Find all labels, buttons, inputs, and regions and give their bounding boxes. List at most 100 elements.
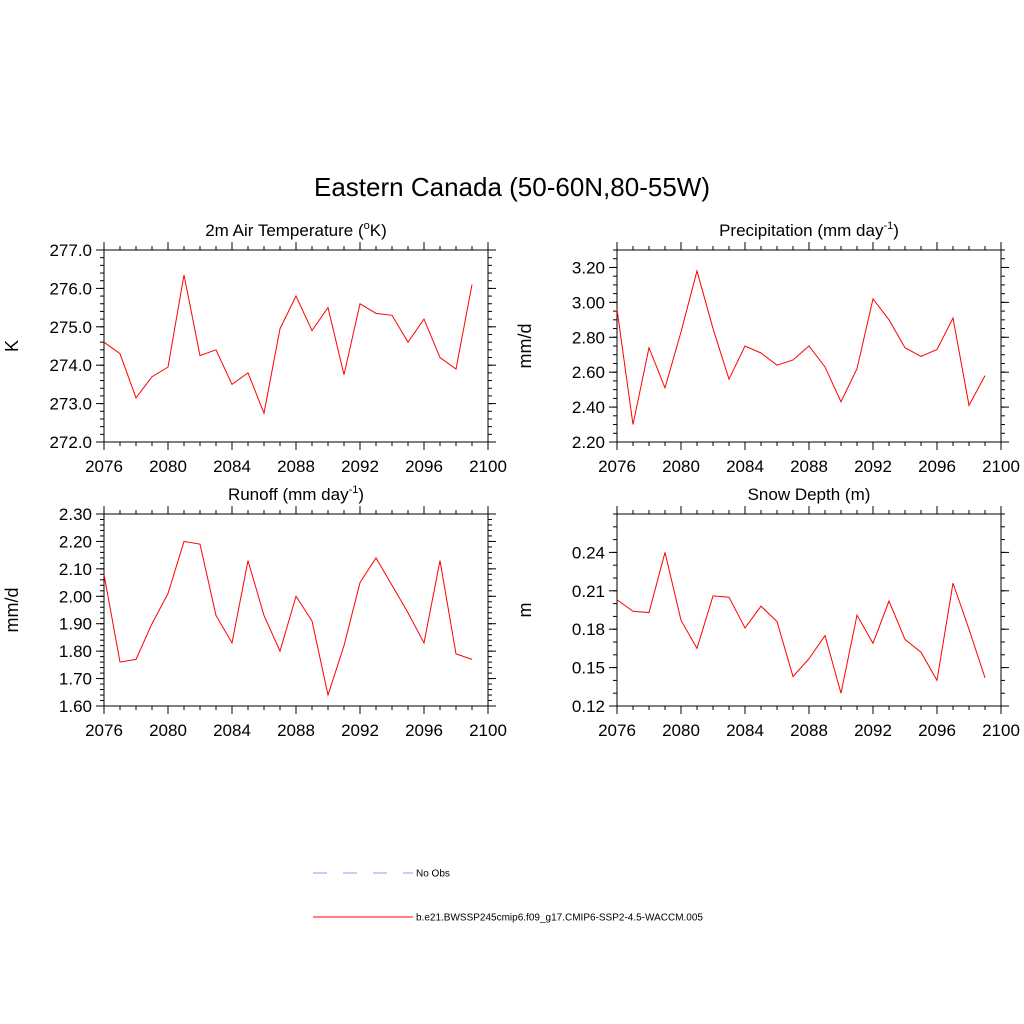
data-point	[439, 356, 441, 358]
data-point	[151, 623, 153, 625]
data-point	[952, 317, 954, 319]
data-point	[167, 592, 169, 594]
panels: 2076 2080 2084 2088 2092 2096 2100 272.0 273.0 27…	[2, 220, 1020, 740]
x-tick-label: 2100	[469, 721, 507, 740]
data-point	[968, 404, 970, 406]
x-tick-label: 2100	[469, 457, 507, 476]
data-point	[680, 619, 682, 621]
data-point	[167, 366, 169, 368]
data-point	[439, 559, 441, 561]
x-tick-label: 2076	[598, 721, 636, 740]
main-title: Eastern Canada (50-60N,80-55W)	[314, 172, 710, 202]
data-point	[712, 327, 714, 329]
legend: No Obs b.e21.BWSSP245cmip6.f09_g17.CMIP6…	[313, 869, 703, 924]
data-point	[792, 675, 794, 677]
x-tick-label: 2080	[662, 457, 700, 476]
data-point	[760, 352, 762, 354]
panel-title-post: K)	[370, 221, 387, 240]
x-tick-label: 2084	[726, 457, 764, 476]
series-line	[616, 552, 986, 694]
data-point	[391, 314, 393, 316]
data-point	[103, 341, 105, 343]
data-point	[199, 354, 201, 356]
data-point	[311, 329, 313, 331]
data-point	[423, 642, 425, 644]
y-tick-label: 2.20	[59, 532, 92, 551]
y-tick-label: 275.0	[49, 318, 92, 337]
data-point	[664, 551, 666, 553]
y-tick-label: 2.60	[572, 363, 605, 382]
data-point	[824, 634, 826, 636]
data-point	[231, 383, 233, 385]
y-tick-label: 2.30	[59, 505, 92, 524]
data-point	[984, 374, 986, 376]
panel-title-sup: o	[364, 220, 370, 232]
y-axis-label: mm/d	[515, 324, 535, 369]
series-line	[103, 274, 473, 415]
data-point	[616, 599, 618, 601]
y-tick-label: 277.0	[49, 241, 92, 260]
data-point	[183, 540, 185, 542]
x-tick-label: 2080	[662, 721, 700, 740]
panel-3: 2076 2080 2084 2088 2092 2096 2100 1.60 1.70 1.80…	[2, 484, 507, 740]
panel-title-main: Runoff (mm day	[228, 485, 349, 504]
panel-title-sup: -1	[349, 484, 359, 496]
data-point	[215, 614, 217, 616]
x-tick-label: 2096	[405, 457, 443, 476]
data-point	[872, 642, 874, 644]
x-tick-label: 2084	[213, 457, 251, 476]
series-line	[616, 269, 986, 425]
data-point	[648, 347, 650, 349]
data-point	[840, 401, 842, 403]
data-point	[327, 694, 329, 696]
data-point	[119, 352, 121, 354]
data-point	[423, 318, 425, 320]
x-tick-label: 2084	[726, 721, 764, 740]
y-tick-label: 2.00	[59, 587, 92, 606]
y-tick-label: 0.15	[572, 659, 605, 678]
data-point	[359, 581, 361, 583]
y-tick-label: 0.12	[572, 697, 605, 716]
data-point	[760, 605, 762, 607]
x-tick-label: 2092	[854, 457, 892, 476]
data-point	[135, 658, 137, 660]
x-tick-label: 2076	[85, 457, 123, 476]
panel-1: 2076 2080 2084 2088 2092 2096 2100 272.0 273.0 27…	[2, 220, 507, 476]
data-point	[295, 295, 297, 297]
data-point	[375, 557, 377, 559]
data-point	[135, 397, 137, 399]
data-point	[936, 348, 938, 350]
y-tick-label: 2.10	[59, 560, 92, 579]
data-point	[263, 412, 265, 414]
x-tick-label: 2076	[598, 457, 636, 476]
data-point	[391, 584, 393, 586]
data-point	[904, 638, 906, 640]
legend-model-label: b.e21.BWSSP245cmip6.f09_g17.CMIP6-SSP2-4…	[416, 913, 703, 924]
y-tick-label: 276.0	[49, 279, 92, 298]
data-point	[776, 620, 778, 622]
panel-title-sup: -1	[883, 220, 893, 232]
y-tick-label: 0.21	[572, 582, 605, 601]
data-point	[407, 612, 409, 614]
y-axis-label: mm/d	[2, 588, 22, 633]
panel-title-post: )	[358, 485, 364, 504]
y-tick-label: 1.60	[59, 697, 92, 716]
data-point	[279, 328, 281, 330]
panel-4: 2076 2080 2084 2088 2092 2096 2100 0.12 0.15 0.18…	[515, 485, 1020, 740]
y-tick-label: 1.70	[59, 670, 92, 689]
data-point	[343, 644, 345, 646]
data-point	[295, 595, 297, 597]
y-tick-label: 0.18	[572, 620, 605, 639]
data-point	[920, 355, 922, 357]
panel-title: Precipitation (mm day-1)	[719, 220, 899, 240]
y-tick-label: 2.40	[572, 398, 605, 417]
data-point	[648, 611, 650, 613]
data-point	[407, 341, 409, 343]
x-tick-label: 2088	[277, 457, 315, 476]
data-point	[632, 423, 634, 425]
data-point	[744, 627, 746, 629]
panel-title: Runoff (mm day-1)	[228, 484, 364, 504]
data-point	[680, 331, 682, 333]
data-point	[856, 614, 858, 616]
data-point	[728, 596, 730, 598]
